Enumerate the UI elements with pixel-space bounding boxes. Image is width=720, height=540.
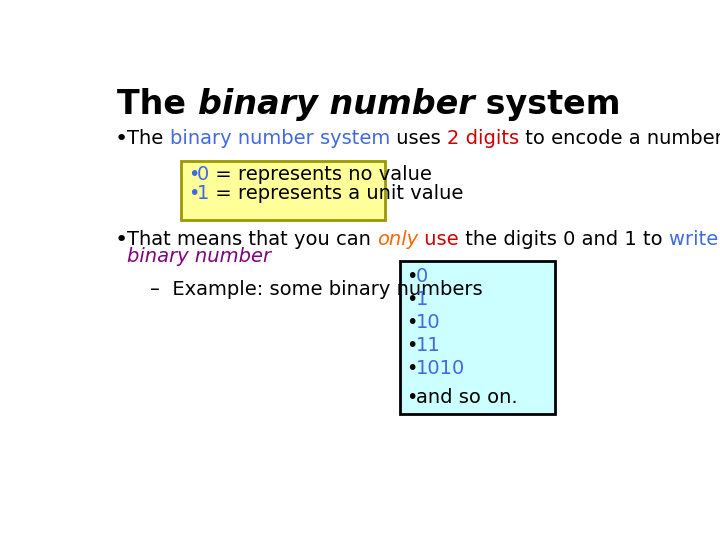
- Text: binary number: binary number: [127, 247, 271, 266]
- Text: 0: 0: [415, 267, 428, 286]
- Text: The: The: [127, 129, 170, 148]
- Text: •: •: [406, 336, 418, 355]
- Text: 1: 1: [415, 289, 428, 309]
- Text: 11: 11: [415, 336, 440, 355]
- Text: only: only: [377, 231, 418, 249]
- Text: to encode a number:: to encode a number:: [519, 129, 720, 148]
- Text: •: •: [114, 231, 128, 251]
- Text: system: system: [474, 88, 621, 121]
- Text: 1: 1: [197, 184, 210, 203]
- Text: uses: uses: [390, 129, 447, 148]
- Text: 10: 10: [415, 313, 440, 332]
- Text: 0: 0: [197, 165, 210, 184]
- Text: •: •: [114, 129, 128, 148]
- Text: = represents no value: = represents no value: [210, 165, 432, 184]
- Text: That means that you can: That means that you can: [127, 231, 377, 249]
- Text: •: •: [406, 313, 418, 332]
- Text: •: •: [188, 184, 199, 203]
- Text: •: •: [406, 359, 418, 378]
- Text: The: The: [117, 88, 198, 121]
- FancyBboxPatch shape: [181, 161, 384, 220]
- Text: •: •: [406, 388, 418, 407]
- Text: –  Example: some binary numbers: – Example: some binary numbers: [150, 280, 483, 299]
- Text: = represents a unit value: = represents a unit value: [210, 184, 464, 203]
- Text: 1010: 1010: [415, 359, 464, 378]
- Text: write a: write a: [669, 231, 720, 249]
- FancyBboxPatch shape: [400, 261, 555, 414]
- Text: binary number: binary number: [198, 88, 474, 121]
- Text: 2 digits: 2 digits: [447, 129, 519, 148]
- Text: •: •: [406, 267, 418, 286]
- Text: •: •: [406, 289, 418, 309]
- Text: binary number system: binary number system: [170, 129, 390, 148]
- Text: •: •: [188, 165, 199, 184]
- Text: and so on.: and so on.: [415, 388, 517, 407]
- Text: use: use: [418, 231, 459, 249]
- Text: the digits 0 and 1 to: the digits 0 and 1 to: [459, 231, 669, 249]
